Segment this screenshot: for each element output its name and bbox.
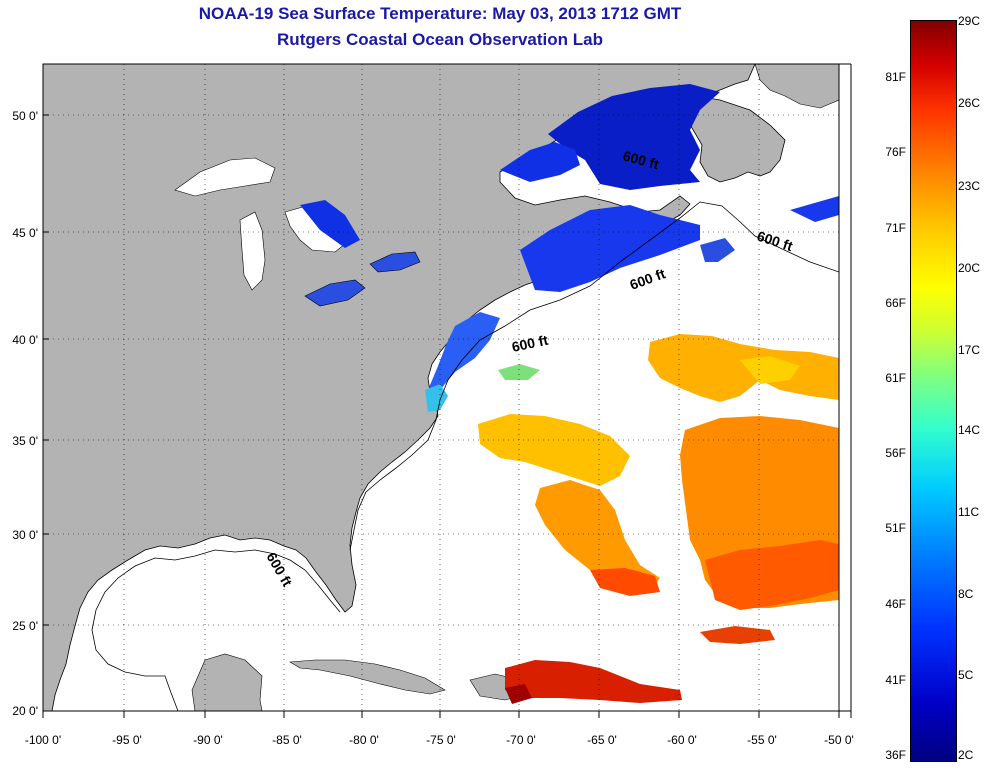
colorbar-f-label: 46F	[885, 597, 906, 611]
lat-tick-label: 25 0'	[12, 619, 38, 633]
lon-tick-label: -85 0'	[272, 733, 302, 747]
lat-tick-label: 40 0'	[12, 333, 38, 347]
colorbar	[910, 20, 957, 762]
colorbar-f-label: 66F	[885, 296, 906, 310]
lon-tick-label: -55 0'	[747, 733, 777, 747]
lat-tick-label: 35 0'	[12, 434, 38, 448]
contour-600ft-gulf	[91, 549, 341, 711]
colorbar-c-label: 20C	[958, 261, 981, 275]
land-newfoundland	[685, 94, 786, 183]
colorbar-f-label: 61F	[885, 371, 906, 385]
colorbar-f-label: 81F	[885, 70, 906, 84]
lake-ontario	[369, 251, 421, 273]
colorbar-c-label: 17C	[958, 343, 981, 357]
land-yucatan	[191, 653, 263, 711]
colorbar-c-label: 23C	[958, 179, 981, 193]
colorbar-c-label: 5C	[958, 668, 974, 682]
lon-tick-label: -75 0'	[426, 733, 456, 747]
lon-tick-label: -90 0'	[193, 733, 223, 747]
colorbar-f-label: 51F	[885, 521, 906, 535]
colorbar-c-label: 11C	[958, 505, 980, 519]
warm-water-regions	[478, 334, 839, 704]
contour-label: 600 ft	[510, 332, 549, 355]
lat-tick-label: 20 0'	[12, 704, 38, 718]
colorbar-c-label: 2C	[958, 748, 974, 762]
cold-water-regions	[300, 84, 839, 412]
lat-tick-label: 50 0'	[12, 109, 38, 123]
contour-600ft	[349, 201, 839, 551]
map-title: NOAA-19 Sea Surface Temperature: May 03,…	[198, 4, 682, 23]
colorbar-f-label: 76F	[885, 145, 906, 159]
map-frame	[42, 63, 840, 712]
colorbar-c-label: 29C	[958, 14, 981, 28]
colorbar-c-label: 26C	[958, 96, 981, 110]
lat-tick-label: 30 0'	[12, 528, 38, 542]
colorbar-f-label: 41F	[885, 673, 906, 687]
lon-tick-label: -80 0'	[349, 733, 379, 747]
lon-tick-label: -50 0'	[824, 733, 854, 747]
colorbar-c-label: 8C	[958, 587, 974, 601]
land-labrador-east	[754, 64, 839, 109]
colorbar-f-label: 71F	[885, 221, 906, 235]
map-subtitle: Rutgers Coastal Ocean Observation Lab	[277, 30, 603, 49]
lon-tick-label: -100 0'	[24, 733, 62, 747]
lon-tick-label: -95 0'	[112, 733, 142, 747]
lon-tick-label: -60 0'	[667, 733, 697, 747]
lake-superior	[174, 157, 276, 197]
colorbar-f-label: 36F	[885, 748, 906, 762]
land-cuba	[289, 659, 446, 695]
lon-tick-label: -70 0'	[506, 733, 536, 747]
colorbar-c-label: 14C	[958, 423, 981, 437]
lon-tick-label: -65 0'	[587, 733, 617, 747]
colorbar-f-label: 56F	[885, 446, 906, 460]
lake-michigan	[239, 211, 266, 291]
lake-erie	[304, 279, 366, 307]
lat-tick-label: 45 0'	[12, 226, 38, 240]
